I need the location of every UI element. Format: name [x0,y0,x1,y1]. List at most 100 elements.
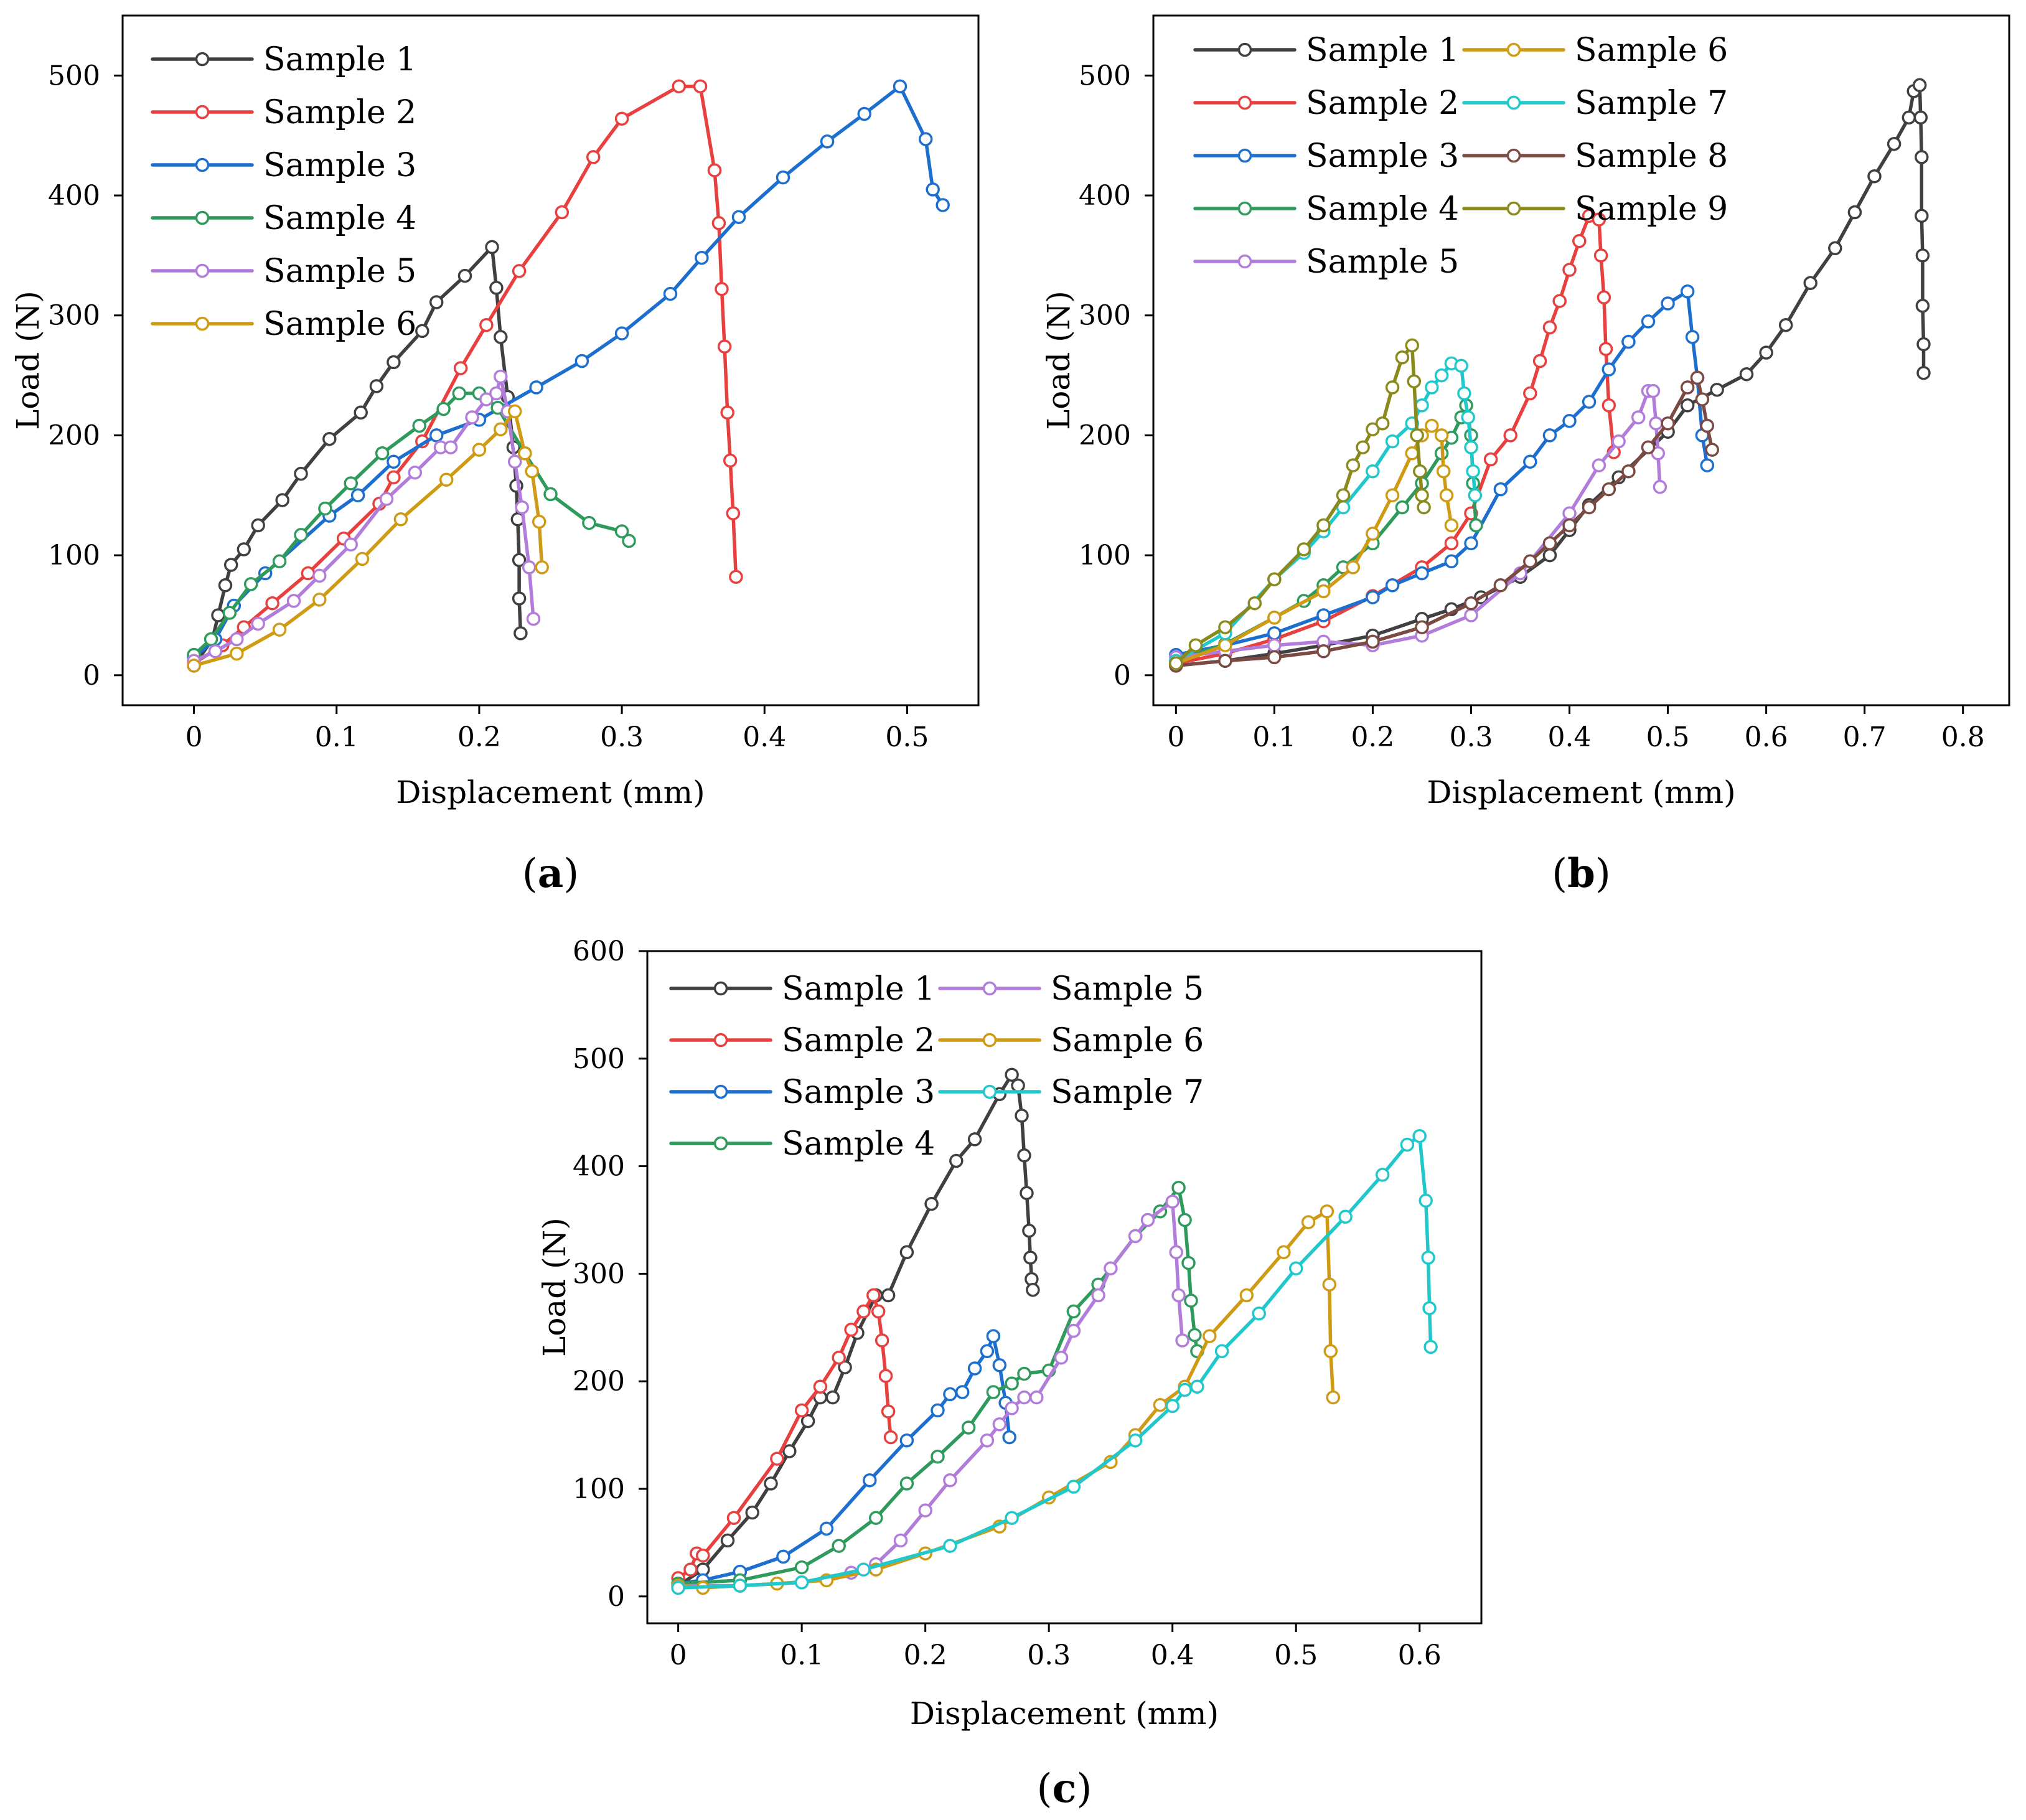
data-point [881,1288,896,1303]
data-point [1247,596,1262,611]
x-tick-label: 0.5 [1646,721,1690,753]
data-point [265,596,279,611]
data-point [1375,1168,1390,1182]
x-tick-label: 0 [185,721,203,753]
data-point [1425,418,1439,433]
data-point [1239,1288,1254,1303]
data-point [931,1449,945,1464]
x-tick-label: 0.4 [1151,1639,1194,1671]
data-point [794,1575,809,1590]
data-point [1523,554,1537,569]
data-point [1214,1344,1229,1359]
data-point [1434,368,1449,383]
data-point [1203,1329,1217,1343]
legend-label: Sample 1 [1306,32,1459,69]
legend-swatch-marker [713,1136,728,1151]
data-point [1902,110,1916,125]
data-point [532,514,546,529]
y-tick-label: 200 [573,1366,625,1397]
x-tick-label: 0.6 [1398,1639,1442,1671]
data-point [1153,1397,1168,1412]
data-point [507,454,522,469]
data-point [1005,1067,1019,1082]
data-point [1267,611,1282,625]
data-point [1425,380,1439,395]
x-tick-label: 0.2 [1351,721,1394,753]
data-point [1710,382,1724,397]
data-point [1602,398,1616,413]
data-point [1338,1209,1353,1224]
legend: Sample 1 Sample 2 Sample 3 Sample 4 Sample 5… [151,41,416,343]
data-point [1661,296,1675,311]
data-point [272,554,287,569]
data-point [526,612,541,626]
data-point [479,317,494,332]
data-point [980,1433,995,1448]
data-point [800,1414,815,1428]
x-tick-label: 0.6 [1745,721,1788,753]
legend-item: Sample 1 [669,970,935,1008]
data-point [899,1476,914,1491]
data-point [943,1473,957,1488]
data-point [1552,294,1567,308]
legend-item: Sample 3 [669,1074,935,1111]
data-point [412,418,426,433]
data-point [1181,1255,1196,1270]
data-point [980,1344,995,1359]
data-point [1218,638,1232,652]
data-point [1464,536,1478,551]
data-point [1267,650,1282,665]
y-tick-label: 0 [1114,660,1131,692]
legend-swatch-marker [1506,201,1521,216]
data-point [1326,1390,1341,1405]
legend-item: Sample 9 [1462,190,1728,228]
data-point [1419,1193,1433,1208]
legend-label: Sample 2 [782,1022,935,1059]
data-point [230,632,244,647]
data-point [512,591,527,606]
legend-swatch-marker [713,981,728,996]
data-point [731,210,746,224]
data-point [237,542,251,556]
data-point [251,518,265,533]
data-point [782,1444,797,1458]
x-axis-title: Displacement (mm) [396,774,705,810]
data-point [1562,518,1577,533]
data-point [354,405,368,420]
data-point [844,1323,858,1337]
y-axis-title: Load (N) [537,1217,573,1357]
x-tick-label: 0.2 [904,1639,947,1671]
data-point [832,1539,846,1553]
panel-label-close-paren: ) [1076,1766,1092,1812]
data-point [1464,596,1478,611]
data-point [1651,446,1666,461]
data-point [1316,518,1331,533]
series-sample-1 [1169,78,1931,673]
legend-label: Sample 7 [1575,85,1728,122]
legend-swatch-marker [713,1033,728,1048]
y-tick-label: 200 [48,420,100,451]
data-point [1415,566,1429,581]
data-point [1847,205,1862,220]
data-point [586,150,601,164]
legend-item: Sample 3 [151,147,416,184]
data-point [1184,1293,1198,1308]
data-point [726,1511,741,1525]
data-point [507,404,522,419]
data-point [355,551,370,566]
data-point [1297,542,1311,556]
series-sample-2 [187,79,743,670]
data-point [899,1433,914,1448]
legend-label: Sample 5 [1051,970,1204,1008]
data-point [275,493,289,507]
y-tick-label: 200 [1079,420,1131,451]
legend-label: Sample 3 [1306,138,1459,175]
data-point [1415,620,1429,634]
data-point [187,659,201,673]
x-tick-label: 0 [1167,721,1184,753]
legend-label: Sample 4 [1306,190,1459,228]
data-point [1916,337,1931,352]
x-tick-label: 0.4 [1548,721,1592,753]
data-point [1128,1229,1143,1244]
data-point [1015,1109,1029,1123]
